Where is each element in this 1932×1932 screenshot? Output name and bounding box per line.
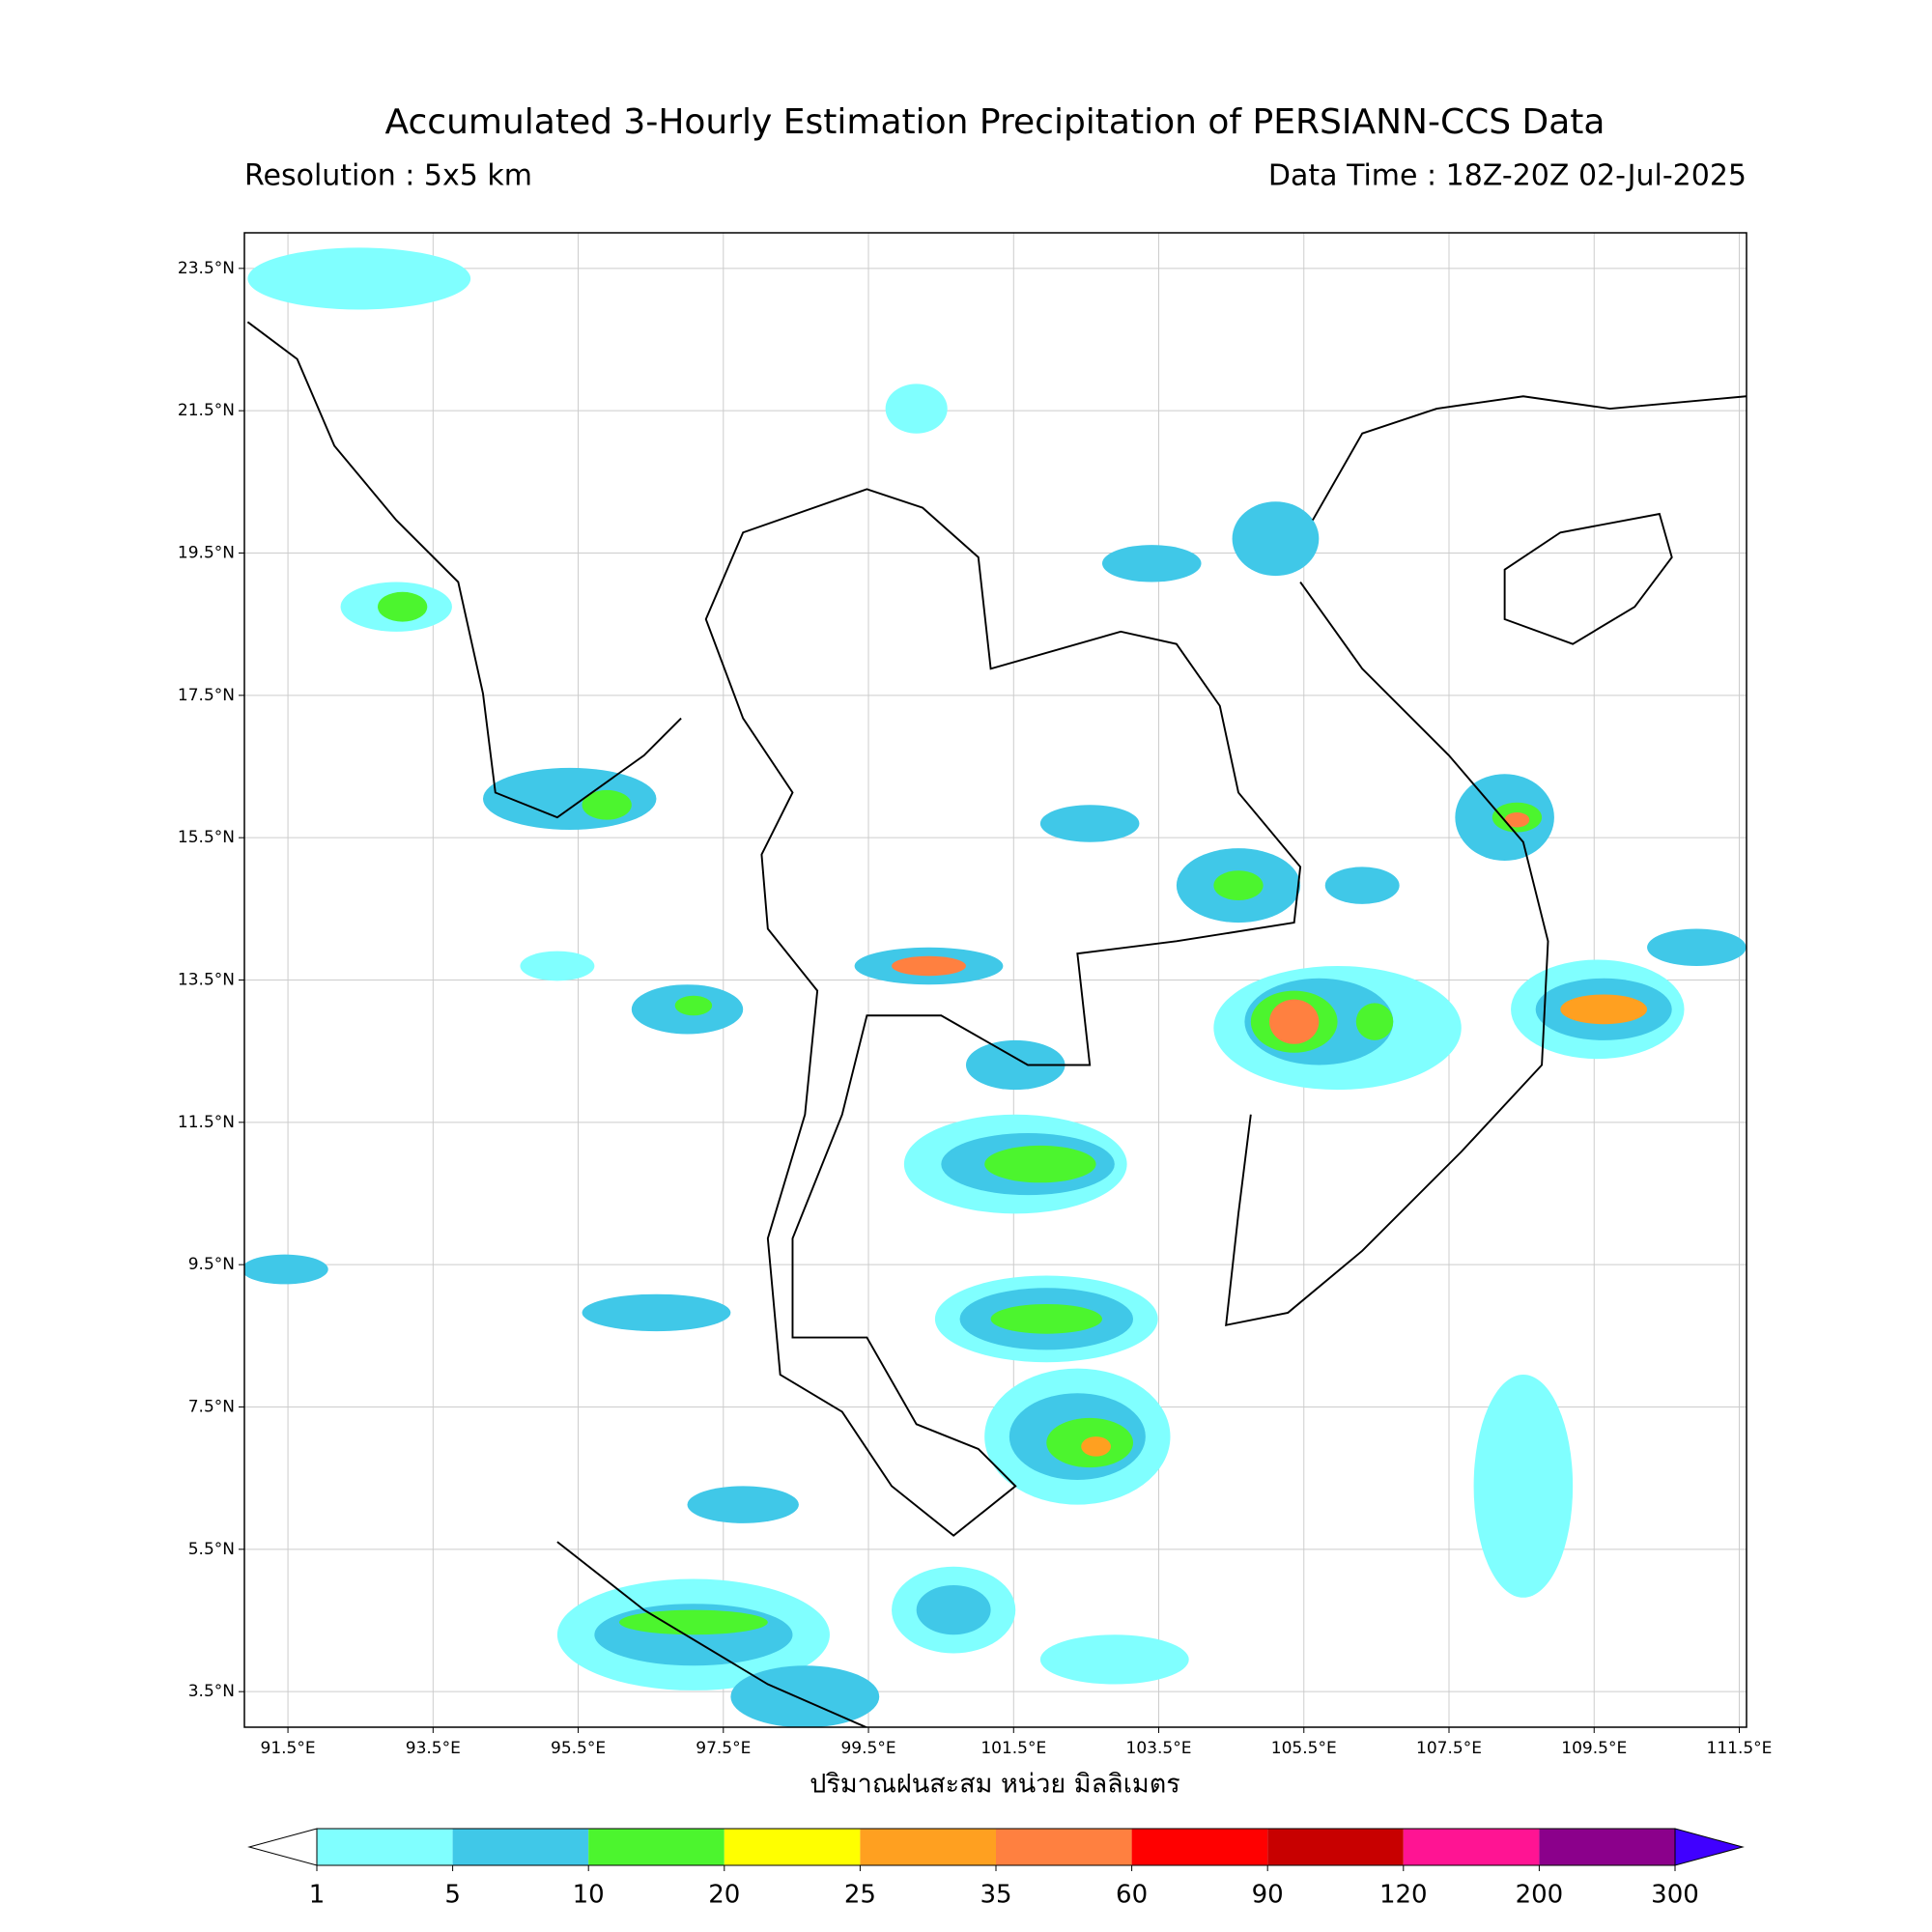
x-tick-label: 101.5°E (980, 1739, 1046, 1758)
y-tick-label: 11.5°N (178, 1113, 235, 1132)
colorbar-label: 35 (980, 1881, 1011, 1910)
rain-area (520, 951, 595, 981)
rain-area (1504, 811, 1530, 828)
subtitle-left: Resolution : 5x5 km (244, 159, 532, 193)
rain-area (1039, 1634, 1189, 1685)
rain-area (892, 955, 966, 977)
rain-area (1101, 545, 1202, 582)
colorbar-label: 1 (309, 1881, 326, 1910)
rain-area (582, 789, 632, 820)
x-tick-label: 105.5°E (1271, 1739, 1337, 1758)
rain-area (916, 1584, 991, 1635)
x-tick-label: 107.5°E (1416, 1739, 1482, 1758)
colorbar-label: 10 (573, 1881, 605, 1910)
rain-area (1355, 1003, 1394, 1040)
map-area (244, 247, 1747, 1727)
x-tick-label: 99.5°E (840, 1739, 895, 1758)
x-axis-label: ปริมาณฝนสะสม หน่วย มิลลิเมตร (810, 1770, 1180, 1800)
colorbar-label: 300 (1651, 1881, 1699, 1910)
colorbar-under (247, 1828, 318, 1866)
colorbar-segment (1403, 1829, 1540, 1865)
rain-area (1647, 928, 1747, 966)
x-tick-label: 109.5°E (1561, 1739, 1627, 1758)
rain-area (730, 1665, 880, 1727)
rain-area (1232, 501, 1320, 577)
colorbar-over (1674, 1828, 1745, 1866)
colorbar-label: 20 (708, 1881, 740, 1910)
rain-area (247, 247, 471, 310)
colorbar-label: 120 (1379, 1881, 1428, 1910)
colorbar-label: 5 (444, 1881, 461, 1910)
subtitle-right: Data Time : 18Z-20Z 02-Jul-2025 (1268, 159, 1747, 193)
rain-area (1081, 1436, 1111, 1457)
x-tick-label: 91.5°E (261, 1739, 316, 1758)
colorbar-segment (1267, 1829, 1404, 1865)
rain-area (990, 1303, 1102, 1334)
rain-area (244, 1254, 328, 1285)
rain-area (1324, 867, 1400, 904)
rain-area (965, 1039, 1065, 1091)
y-tick-label: 5.5°N (188, 1540, 235, 1559)
rain-area (378, 591, 428, 622)
y-tick-label: 23.5°N (178, 259, 235, 278)
colorbar-segment (860, 1829, 996, 1865)
rain-area (582, 1293, 731, 1332)
x-tick-label: 95.5°E (551, 1739, 606, 1758)
rain-area (1560, 994, 1648, 1025)
y-tick-label: 21.5°N (178, 401, 235, 420)
rain-area (1039, 805, 1140, 842)
colorbar-segment (724, 1829, 861, 1865)
colorbar-segment (996, 1829, 1132, 1865)
axis-ticks: 91.5°E 93.5°E 95.5°E 97.5°E 99.5°E 101.5°E 103… (178, 259, 1773, 1758)
rain-area (674, 995, 713, 1016)
rain-area (984, 1145, 1096, 1183)
colorbar-label: 90 (1252, 1881, 1284, 1910)
colorbar-label: 200 (1516, 1881, 1564, 1910)
x-tick-label: 97.5°E (696, 1739, 751, 1758)
colorbar-segment (588, 1829, 724, 1865)
rain-area (1213, 870, 1264, 901)
y-tick-label: 13.5°N (178, 971, 235, 990)
x-tick-label: 103.5°E (1126, 1739, 1192, 1758)
colorbar-segment (1539, 1829, 1675, 1865)
y-tick-label: 19.5°N (178, 544, 235, 563)
x-tick-label: 93.5°E (406, 1739, 461, 1758)
y-tick-label: 15.5°N (178, 828, 235, 847)
y-tick-label: 9.5°N (188, 1255, 235, 1274)
rain-area (619, 1609, 768, 1635)
colorbar-label: 25 (844, 1881, 876, 1910)
y-tick-label: 3.5°N (188, 1682, 235, 1701)
colorbar: 1 5 10 20 25 35 60 90 120 200 300 (247, 1828, 1745, 1910)
y-tick-label: 17.5°N (178, 686, 235, 705)
colorbar-segment (1131, 1829, 1268, 1865)
rain-area (1473, 1375, 1574, 1598)
colorbar-segment (452, 1829, 589, 1865)
rain-area (1269, 999, 1320, 1044)
x-tick-label: 111.5°E (1707, 1739, 1773, 1758)
rain-area (885, 384, 948, 434)
precipitation (244, 247, 1747, 1727)
y-tick-label: 7.5°N (188, 1398, 235, 1417)
rain-area (687, 1486, 799, 1523)
title: Accumulated 3-Hourly Estimation Precipit… (385, 102, 1605, 142)
colorbar-label: 60 (1116, 1881, 1148, 1910)
colorbar-segment (317, 1829, 453, 1865)
